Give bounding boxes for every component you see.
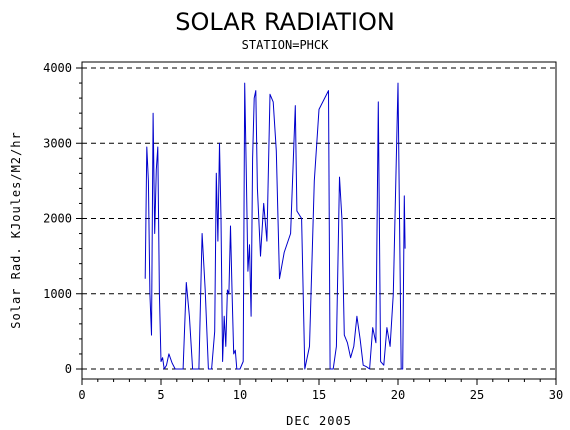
solar-radiation-line xyxy=(144,82,406,370)
y-tick-label: 2000 xyxy=(43,212,72,226)
x-axis-label: DEC 2005 xyxy=(286,414,352,428)
y-tick-label: 3000 xyxy=(43,136,72,150)
chart-subtitle: STATION=PHCK xyxy=(242,38,329,52)
y-axis: 0 1000 2000 3000 4000 xyxy=(43,61,82,376)
x-tick-label: 30 xyxy=(549,388,563,402)
chart-title: SOLAR RADIATION xyxy=(175,8,395,36)
y-tick-label: 4000 xyxy=(43,61,72,75)
x-tick-label: 5 xyxy=(157,388,164,402)
y-tick-label: 0 xyxy=(65,362,72,376)
x-tick-label: 0 xyxy=(78,388,85,402)
series-layer xyxy=(144,82,406,370)
y-axis-label: Solar Rad. KJoules/M2/hr xyxy=(9,131,23,328)
grid-lines xyxy=(82,67,556,370)
x-axis: 0 5 10 15 20 25 30 xyxy=(78,379,563,402)
x-tick-label: 25 xyxy=(470,388,484,402)
x-tick-label: 10 xyxy=(233,388,247,402)
x-tick-label: 20 xyxy=(391,388,405,402)
y-tick-label: 1000 xyxy=(43,287,72,301)
x-tick-label: 15 xyxy=(312,388,326,402)
